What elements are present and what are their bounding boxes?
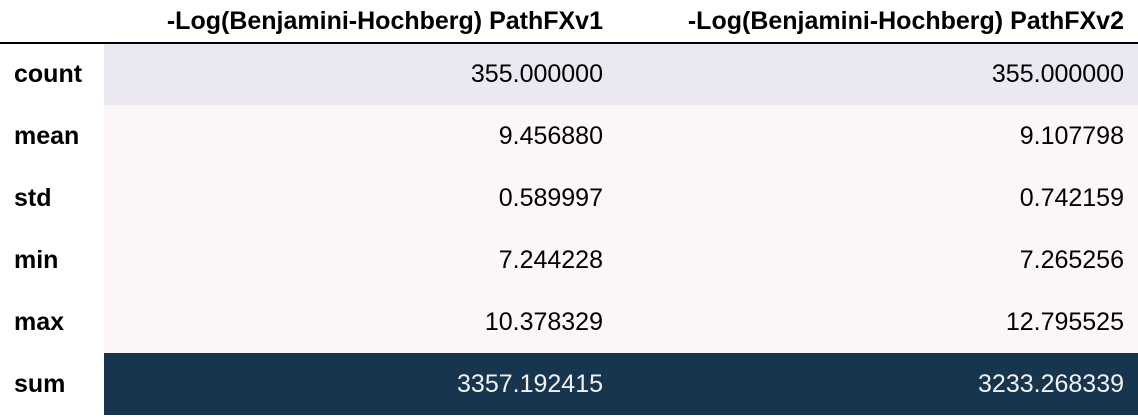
table-row: sum 3357.192415 3233.268339 [0,353,1138,415]
column-header-pathfxv1: -Log(Benjamini-Hochberg) PathFXv1 [104,0,617,44]
column-header-pathfxv2: -Log(Benjamini-Hochberg) PathFXv2 [617,0,1138,44]
table-body: count 355.000000 355.000000 mean 9.45688… [0,43,1138,415]
cell-value: 12.795525 [617,291,1138,353]
cell-value: 9.456880 [104,105,617,167]
row-label-max: max [0,291,104,353]
table-row: std 0.589997 0.742159 [0,167,1138,229]
cell-value: 9.107798 [617,105,1138,167]
table-header: -Log(Benjamini-Hochberg) PathFXv1 -Log(B… [0,0,1138,44]
cell-value: 3357.192415 [104,353,617,415]
table-row: min 7.244228 7.265256 [0,229,1138,291]
header-row: -Log(Benjamini-Hochberg) PathFXv1 -Log(B… [0,0,1138,44]
cell-value: 0.742159 [617,167,1138,229]
row-label-min: min [0,229,104,291]
cell-value: 355.000000 [104,43,617,105]
row-label-std: std [0,167,104,229]
table-row: mean 9.456880 9.107798 [0,105,1138,167]
cell-value: 355.000000 [617,43,1138,105]
table-row: max 10.378329 12.795525 [0,291,1138,353]
index-header-corner [0,0,104,44]
row-label-count: count [0,43,104,105]
cell-value: 10.378329 [104,291,617,353]
row-label-sum: sum [0,353,104,415]
row-label-mean: mean [0,105,104,167]
cell-value: 7.265256 [617,229,1138,291]
table-row: count 355.000000 355.000000 [0,43,1138,105]
cell-value: 7.244228 [104,229,617,291]
cell-value: 3233.268339 [617,353,1138,415]
cell-value: 0.589997 [104,167,617,229]
